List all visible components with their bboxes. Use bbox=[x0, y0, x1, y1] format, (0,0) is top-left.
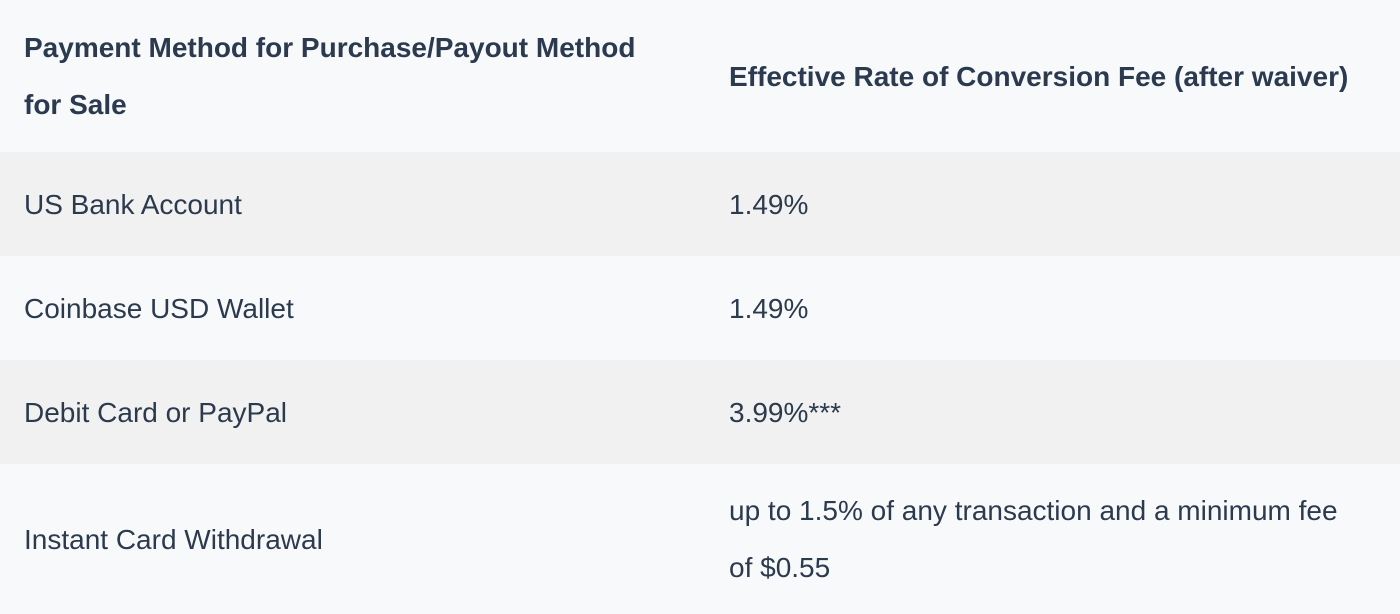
header-payment-method: Payment Method for Purchase/Payout Metho… bbox=[0, 0, 705, 152]
header-conversion-fee: Effective Rate of Conversion Fee (after … bbox=[705, 0, 1400, 152]
table-row: Debit Card or PayPal 3.99%*** bbox=[0, 360, 1400, 464]
table-header: Payment Method for Purchase/Payout Metho… bbox=[0, 0, 1400, 152]
fee-rate-cell: 3.99%*** bbox=[705, 360, 1400, 464]
fee-rate-cell: 1.49% bbox=[705, 152, 1400, 256]
header-row: Payment Method for Purchase/Payout Metho… bbox=[0, 0, 1400, 152]
table-row: Coinbase USD Wallet 1.49% bbox=[0, 256, 1400, 360]
fee-rate-cell: 1.49% bbox=[705, 256, 1400, 360]
table-body: US Bank Account 1.49% Coinbase USD Walle… bbox=[0, 152, 1400, 614]
payment-method-cell: Coinbase USD Wallet bbox=[0, 256, 705, 360]
payment-method-cell: Instant Card Withdrawal bbox=[0, 464, 705, 614]
payment-method-cell: US Bank Account bbox=[0, 152, 705, 256]
payment-method-cell: Debit Card or PayPal bbox=[0, 360, 705, 464]
fee-rate-cell: up to 1.5% of any transaction and a mini… bbox=[705, 464, 1400, 614]
table-row: Instant Card Withdrawal up to 1.5% of an… bbox=[0, 464, 1400, 614]
table-row: US Bank Account 1.49% bbox=[0, 152, 1400, 256]
